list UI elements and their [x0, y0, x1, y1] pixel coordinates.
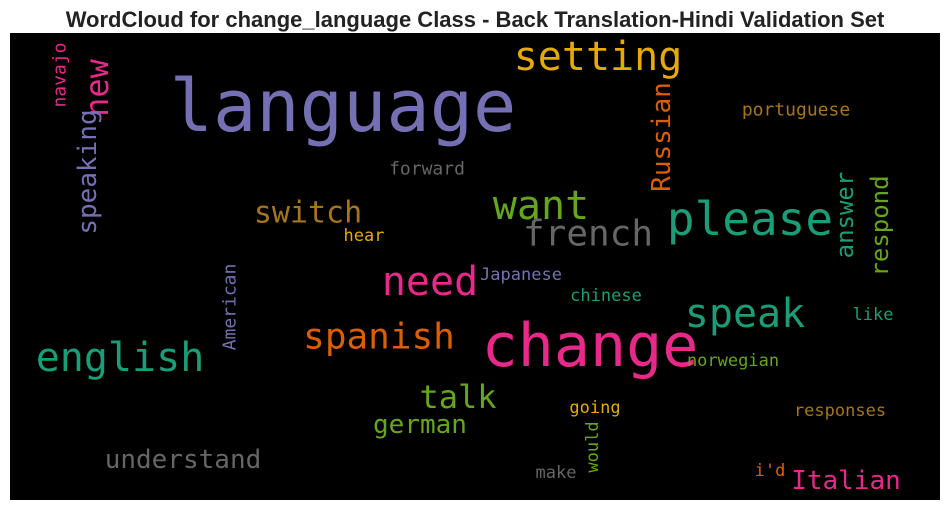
word: respond	[866, 175, 894, 276]
word: hear	[344, 226, 385, 246]
word: need	[382, 259, 478, 305]
word: setting	[514, 34, 683, 80]
word: change	[482, 311, 699, 381]
chart-title: WordCloud for change_language Class - Ba…	[66, 7, 885, 32]
word: new	[78, 58, 116, 117]
word: german	[373, 410, 467, 440]
word: norwegian	[687, 351, 779, 371]
word: Italian	[791, 466, 901, 496]
word: like	[853, 305, 894, 325]
cloud-background	[10, 33, 940, 500]
word: forward	[389, 159, 465, 180]
word: portuguese	[742, 100, 850, 121]
word: speak	[685, 291, 805, 337]
word: going	[569, 398, 620, 418]
word: Japanese	[480, 265, 562, 285]
word: talk	[419, 378, 496, 416]
word: i'd	[755, 461, 786, 481]
word: french	[523, 214, 653, 255]
word: language	[170, 64, 517, 148]
word: American	[220, 264, 241, 351]
word: english	[36, 335, 205, 381]
word: make	[536, 463, 577, 483]
word: responses	[794, 401, 886, 421]
word: chinese	[570, 286, 642, 306]
word: please	[667, 192, 833, 246]
word: switch	[254, 196, 362, 231]
word: answer	[831, 172, 859, 259]
word: navajo	[50, 42, 71, 107]
word: speaking	[73, 109, 103, 234]
word: understand	[105, 445, 262, 475]
word: spanish	[303, 317, 455, 358]
word: Russian	[647, 82, 677, 192]
word: want	[493, 183, 589, 229]
word: would	[583, 421, 603, 472]
